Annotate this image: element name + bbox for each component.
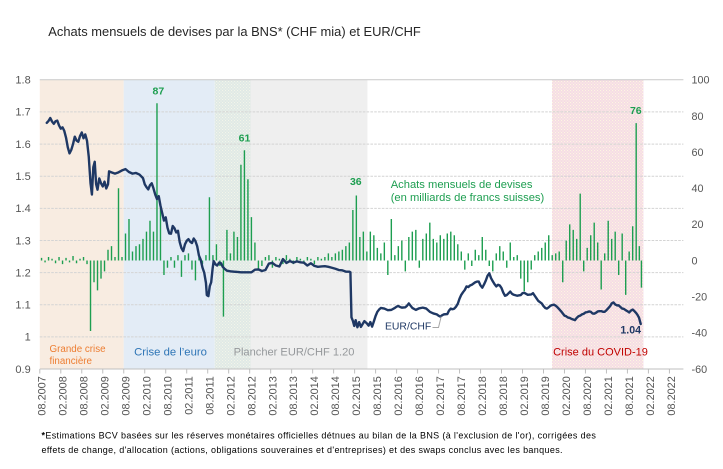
svg-text:08.2019: 08.2019	[540, 376, 552, 415]
svg-text:financière: financière	[50, 356, 93, 367]
svg-text:02.2015: 02.2015	[351, 376, 363, 415]
svg-text:08.2013: 08.2013	[288, 376, 300, 415]
svg-text:Achats mensuels de devises par: Achats mensuels de devises par la BNS* (…	[48, 24, 421, 39]
svg-text:02.2011: 02.2011	[183, 376, 195, 415]
svg-text:02.2020: 02.2020	[561, 376, 573, 415]
svg-text:02.2010: 02.2010	[141, 376, 153, 415]
svg-text:Achats mensuels de devises: Achats mensuels de devises	[391, 179, 533, 191]
svg-text:87: 87	[153, 86, 165, 98]
svg-text:1.3: 1.3	[15, 235, 30, 247]
svg-text:76: 76	[630, 105, 642, 117]
svg-text:Crise de l’euro: Crise de l’euro	[134, 347, 207, 359]
svg-text:1.6: 1.6	[15, 139, 30, 151]
svg-text:02.2019: 02.2019	[519, 376, 531, 415]
svg-text:08.2015: 08.2015	[372, 376, 384, 415]
svg-text:60: 60	[692, 147, 704, 159]
svg-text:02.2018: 02.2018	[477, 376, 489, 415]
svg-text:08.2012: 08.2012	[246, 376, 258, 415]
svg-text:08.2007: 08.2007	[36, 376, 48, 415]
svg-text:02.2022: 02.2022	[645, 376, 657, 415]
svg-text:1.04: 1.04	[620, 324, 641, 336]
svg-text:1.2: 1.2	[15, 267, 30, 279]
svg-text:02.2016: 02.2016	[393, 376, 405, 415]
svg-text:08.2010: 08.2010	[162, 376, 174, 415]
svg-text:02.2009: 02.2009	[99, 376, 111, 415]
svg-text:-40: -40	[692, 328, 708, 340]
svg-text:08.2009: 08.2009	[120, 376, 132, 415]
svg-text:08.2021: 08.2021	[624, 376, 636, 415]
svg-text:1.7: 1.7	[15, 107, 30, 119]
svg-text:02.2012: 02.2012	[225, 376, 237, 415]
svg-text:100: 100	[692, 75, 710, 87]
svg-text:08.2020: 08.2020	[582, 376, 594, 415]
svg-text:80: 80	[692, 111, 704, 123]
svg-text:Grande crise: Grande crise	[50, 344, 107, 355]
svg-text:08.2017: 08.2017	[456, 376, 468, 415]
svg-text:EUR/CHF: EUR/CHF	[385, 322, 431, 333]
svg-text:02.2008: 02.2008	[57, 376, 69, 415]
svg-text:36: 36	[350, 176, 362, 188]
svg-text:61: 61	[239, 133, 251, 145]
svg-text:08.2018: 08.2018	[498, 376, 510, 415]
svg-text:-60: -60	[692, 364, 708, 376]
svg-text:*Estimations BCV basées sur le: *Estimations BCV basées sur les réserves…	[42, 431, 597, 441]
svg-text:02.2013: 02.2013	[267, 376, 279, 415]
svg-text:08.2008: 08.2008	[78, 376, 90, 415]
svg-text:08.2011: 08.2011	[204, 376, 216, 415]
svg-text:Plancher EUR/CHF 1.20: Plancher EUR/CHF 1.20	[234, 347, 355, 359]
svg-text:08.2014: 08.2014	[330, 376, 342, 415]
svg-text:1.4: 1.4	[15, 203, 30, 215]
svg-text:1.5: 1.5	[15, 171, 30, 183]
svg-text:02.2021: 02.2021	[603, 376, 615, 415]
svg-text:-20: -20	[692, 292, 708, 304]
svg-text:effets de change, d'allocation: effets de change, d'allocation (actions,…	[42, 445, 563, 455]
svg-text:Crise du COVID-19: Crise du COVID-19	[553, 347, 648, 359]
svg-text:40: 40	[692, 183, 704, 195]
svg-text:02.2014: 02.2014	[309, 376, 321, 415]
svg-text:0: 0	[692, 255, 698, 267]
svg-text:(en milliards de francs suisse: (en milliards de francs suisses)	[391, 192, 545, 204]
svg-text:20: 20	[692, 219, 704, 231]
svg-text:1.1: 1.1	[15, 300, 30, 312]
svg-text:0.9: 0.9	[15, 364, 30, 376]
svg-text:1.8: 1.8	[15, 75, 30, 87]
svg-text:02.2017: 02.2017	[435, 376, 447, 415]
svg-text:08.2016: 08.2016	[414, 376, 426, 415]
svg-text:1: 1	[25, 332, 31, 344]
svg-text:08.2022: 08.2022	[666, 376, 678, 415]
